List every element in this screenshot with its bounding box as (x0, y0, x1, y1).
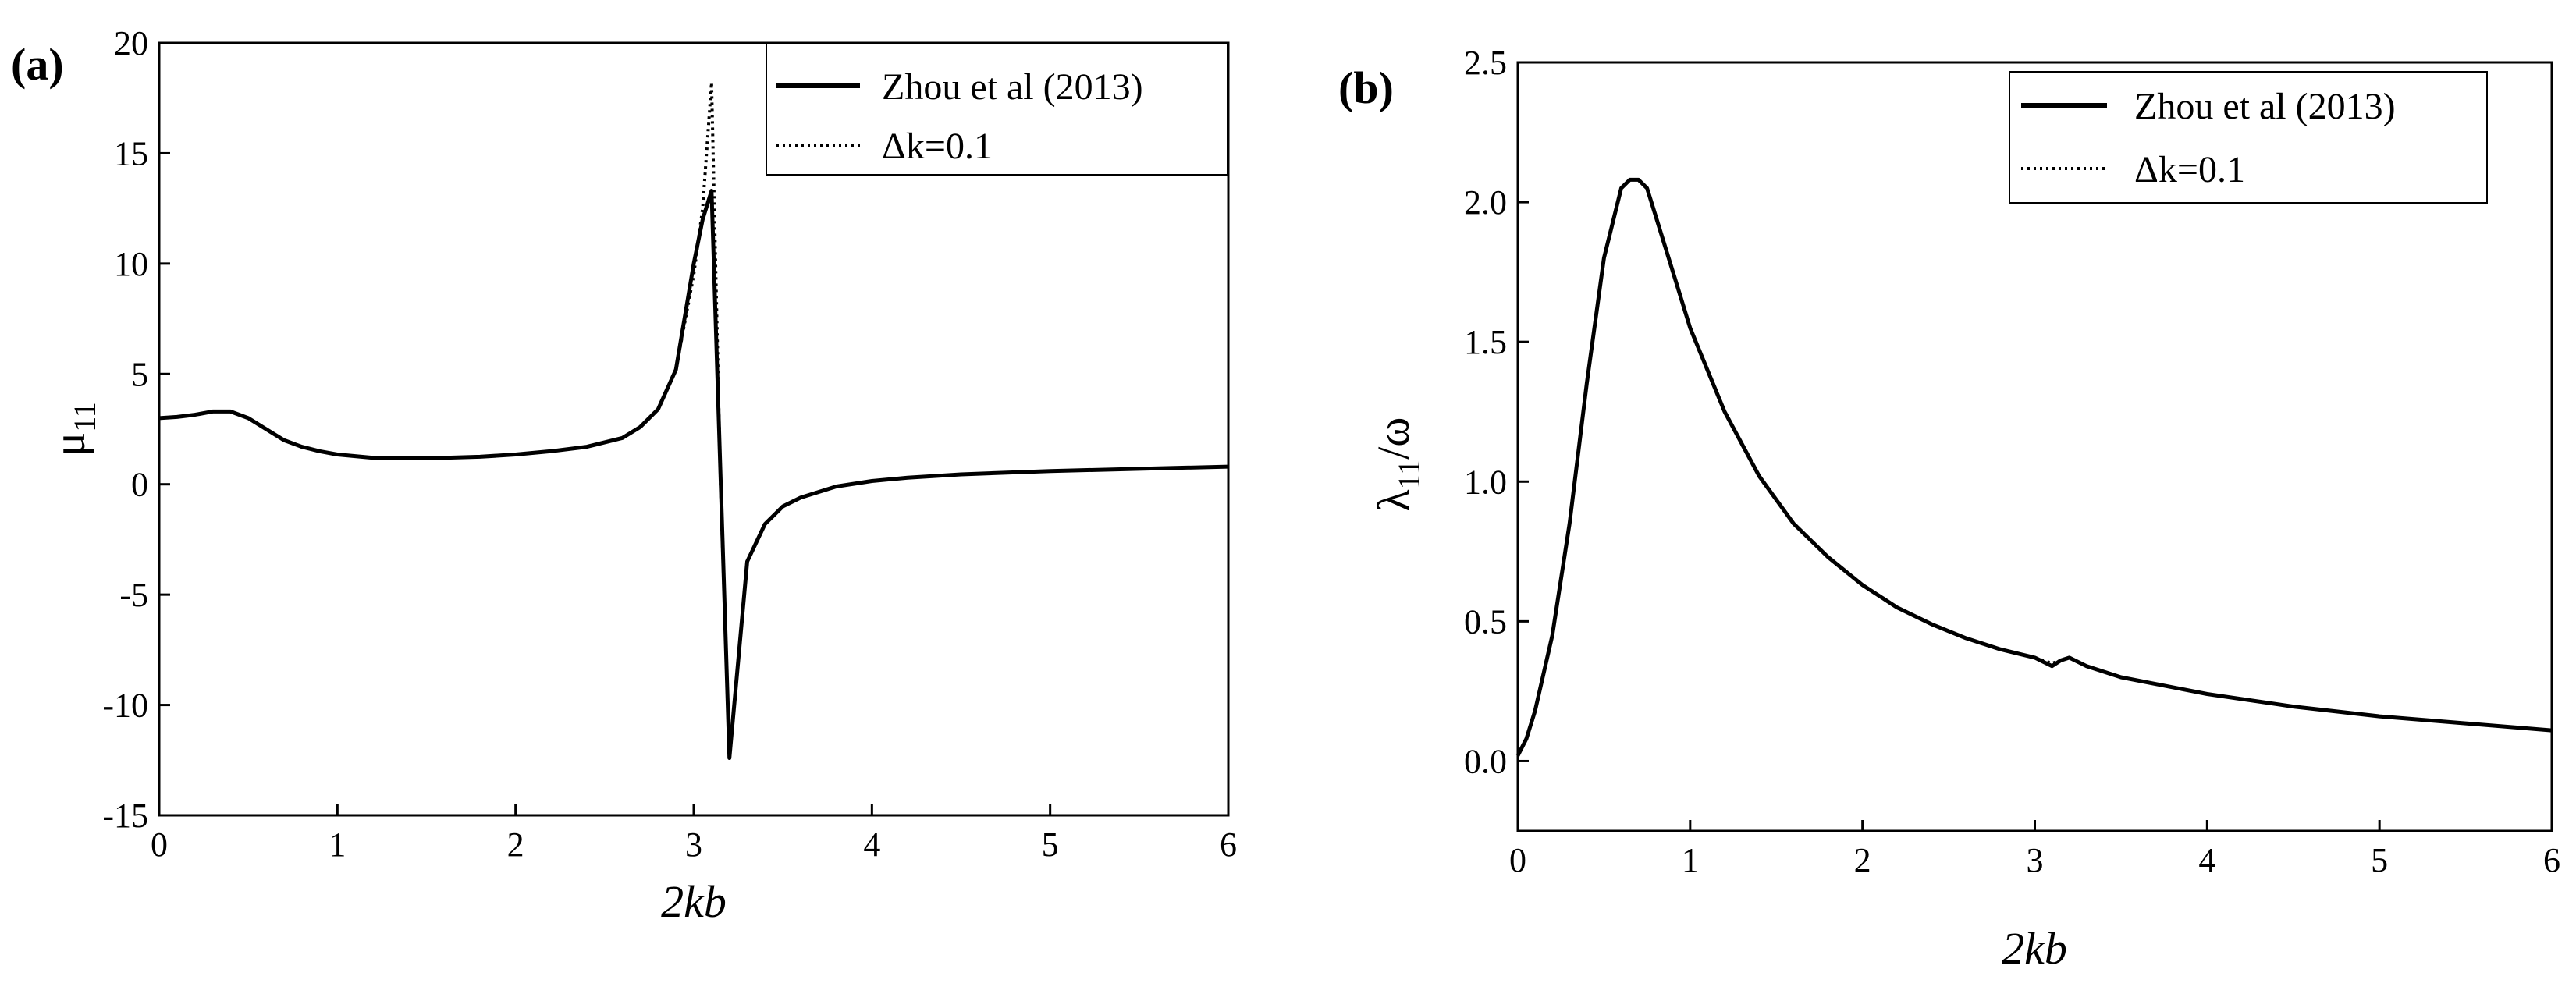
panel-b-y-tick-label-5: 2.5 (1464, 44, 1507, 82)
panel-a-legend-box (766, 43, 1228, 176)
panel-a-y-tick-label-0: -15 (102, 797, 148, 835)
panel-a-x-tick-label-3: 3 (685, 825, 702, 864)
panel-b-x-tick-label-3: 3 (2027, 841, 2044, 879)
panel-a-x-tick-label-1: 1 (329, 825, 346, 864)
panel-b-x-tick-label-0: 0 (1509, 841, 1526, 879)
panel-b-x-tick-label-4: 4 (2198, 841, 2215, 879)
panel-b-y-tick-label-3: 1.5 (1464, 323, 1507, 361)
panel-a-x-tick-label-5: 5 (1042, 825, 1059, 864)
panel-a-series-dk01-line (158, 80, 1229, 760)
panel-a-y-tick-label-5: 10 (114, 245, 148, 283)
panel-a: (a) 0 1 2 3 4 5 6 -15 -10 -5 0 5 10 15 20 μ11 2kb Zhou… (11, 24, 1237, 927)
panel-b-ylabel-tail: /ω (1368, 417, 1419, 460)
panel-b-y-tick-label-2: 1.0 (1464, 463, 1507, 501)
panel-b-x-tick-label-5: 5 (2371, 841, 2388, 879)
panel-a-series-lines (158, 80, 1229, 760)
panel-b-x-tick-label-1: 1 (1682, 841, 1699, 879)
svg-text:λ11/ω: λ11/ω (1368, 417, 1427, 512)
panel-a-legend: Zhou et al (2013) Δk=0.1 (766, 43, 1228, 176)
panel-b-legend-box (2009, 71, 2488, 204)
panel-a-series-zhou-2013-line (158, 189, 1229, 760)
panel-a-y-tick-label-1: -10 (102, 687, 148, 725)
panel-a-y-tick-label-7: 20 (114, 24, 148, 62)
panel-a-y-axis-title: μ11 (44, 402, 102, 456)
panel-b-label: (b) (1338, 62, 1394, 113)
panel-b-legend-label-2: Δk=0.1 (2134, 149, 2245, 190)
panel-b-legend-label-1: Zhou et al (2013) (2134, 86, 2396, 127)
panel-b-ylabel-sub: 11 (1391, 460, 1427, 490)
panel-b-ticks: 0 1 2 3 4 5 6 0.0 0.5 1.0 1.5 2.0 2.5 (1464, 44, 2560, 879)
panel-a-ylabel-sub: 11 (67, 402, 102, 432)
panel-a-y-tick-label-3: 0 (131, 466, 148, 504)
panel-a-legend-label-2: Δk=0.1 (882, 126, 993, 167)
panel-b-y-axis-title: λ11/ω (1368, 417, 1427, 512)
panel-a-x-tick-label-0: 0 (151, 825, 168, 864)
panel-a-y-tick-label-2: -5 (119, 576, 148, 614)
panel-b-legend: Zhou et al (2013) Δk=0.1 (2009, 71, 2488, 204)
panel-b-y-tick-label-4: 2.0 (1464, 183, 1507, 222)
panel-b-x-tick-label-2: 2 (1854, 841, 1871, 879)
panel-a-x-tick-label-6: 6 (1220, 825, 1237, 864)
panel-b-series-lines (1515, 177, 2553, 757)
panel-b-series-zhou-2013-line (1515, 177, 2553, 757)
panel-b-ylabel-base: λ (1368, 489, 1419, 511)
svg-text:μ11: μ11 (44, 402, 102, 456)
panel-a-label: (a) (11, 39, 64, 90)
panel-b-x-tick-label-6: 6 (2543, 841, 2560, 879)
panel-a-ticks: 0 1 2 3 4 5 6 -15 -10 -5 0 5 10 15 20 (102, 24, 1237, 864)
panel-a-x-axis-title: 2kb (661, 876, 727, 927)
panel-a-y-tick-label-4: 5 (131, 355, 148, 393)
panel-a-ylabel-base: μ (44, 432, 94, 456)
panel-a-x-tick-label-2: 2 (507, 825, 524, 864)
panel-a-x-tick-label-4: 4 (863, 825, 880, 864)
panel-b-x-axis-title: 2kb (2002, 923, 2067, 974)
panel-b-y-tick-label-0: 0.0 (1464, 742, 1507, 780)
panel-b: (b) 0 1 2 3 4 5 60.00.51.01.52.02.5 λ11/ω 2kb … (1338, 44, 2560, 974)
panel-b-y-tick-label-1: 0.5 (1464, 602, 1507, 641)
panel-a-legend-label-1: Zhou et al (2013) (882, 66, 1143, 108)
panel-a-y-tick-label-6: 15 (114, 134, 148, 172)
